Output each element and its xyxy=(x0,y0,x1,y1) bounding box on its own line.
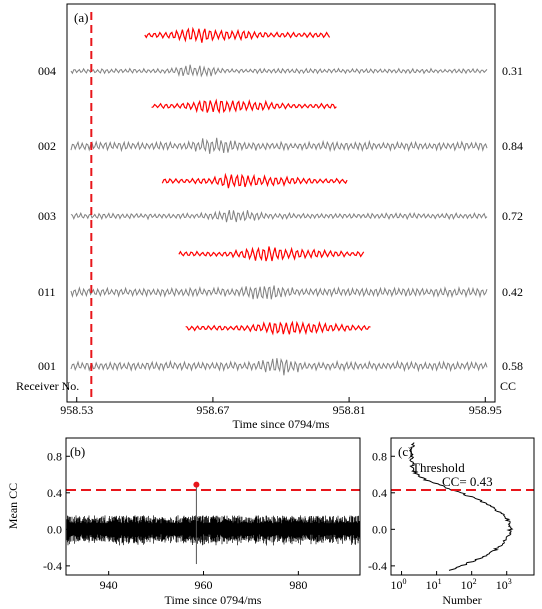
record-waveform xyxy=(70,357,488,376)
x-tick-label: 958.67 xyxy=(196,403,229,417)
y-tick-label: 0.8 xyxy=(47,449,62,463)
y-tick-label: 0.4 xyxy=(47,486,62,500)
receiver-label: 011 xyxy=(38,285,56,299)
receiver-label: 004 xyxy=(38,64,56,78)
x-axis-label: Time since 0794/ms xyxy=(233,417,330,431)
y-tick-label: 0.0 xyxy=(372,522,387,536)
y-tick-label: 0.4 xyxy=(372,486,387,500)
panel-b-label: (b) xyxy=(70,444,85,459)
panel-c-frame xyxy=(390,437,535,576)
template-waveform xyxy=(151,98,337,114)
x-tick-label: 958.95 xyxy=(469,403,502,417)
peak-marker xyxy=(193,481,200,488)
receiver-label: 002 xyxy=(38,139,56,153)
threshold-label: Threshold xyxy=(412,460,465,475)
x-tick-label: 101 xyxy=(426,577,442,592)
template-waveform xyxy=(185,320,371,336)
x-tick-label: 960 xyxy=(195,578,213,592)
x-tick-label: 103 xyxy=(496,577,512,592)
panel-b: (b) 940 960 980 -0.4 0.0 0.4 0.8 Time since 0… xyxy=(6,437,361,607)
cc-value: 0.84 xyxy=(502,139,523,153)
x-tick-label: 958.81 xyxy=(333,403,366,417)
cc-header: CC xyxy=(500,379,516,393)
panel-b-frame xyxy=(65,437,361,576)
template-waveforms xyxy=(144,26,371,336)
panel-c-label: (c) xyxy=(398,444,412,459)
receiver-label: 001 xyxy=(38,359,56,373)
panel-a-frame xyxy=(66,3,496,403)
receiver-label: 003 xyxy=(38,209,56,223)
x-tick-label: 100 xyxy=(391,577,407,592)
cc-labels: 0.31 0.84 0.72 0.42 0.58 xyxy=(502,64,523,373)
x-tick-label: 958.53 xyxy=(60,403,93,417)
y-ticks: -0.4 0.0 0.4 0.8 xyxy=(368,449,395,573)
cc-value: 0.31 xyxy=(502,64,523,78)
mean-cc-noise xyxy=(66,515,360,546)
x-tick-label: 940 xyxy=(100,578,118,592)
cc-value: 0.72 xyxy=(502,209,523,223)
template-waveform xyxy=(161,172,348,189)
x-ticks: 958.53 958.67 958.81 958.95 xyxy=(60,397,502,417)
panel-c: (c) Threshold CC= 0.43 100 101 102 103 -0.4… xyxy=(368,437,535,607)
panel-a-label: (a) xyxy=(74,10,88,25)
record-waveform xyxy=(70,64,488,78)
template-waveform xyxy=(144,26,331,43)
panel-a: (a) 004 002 003 011 001 0.31 0.84 0.72 0.42 0.58… xyxy=(16,3,523,431)
mean-cc-trace xyxy=(66,515,360,546)
record-waveform xyxy=(70,285,488,300)
y-tick-label: 0.8 xyxy=(372,449,387,463)
cc-value: 0.58 xyxy=(502,359,523,373)
receiver-header: Receiver No. xyxy=(16,379,79,393)
x-ticks: 100 101 102 103 xyxy=(391,571,512,592)
template-waveform xyxy=(178,246,365,262)
cc-value: 0.42 xyxy=(502,285,523,299)
y-ticks: -0.4 0.0 0.4 0.8 xyxy=(43,449,70,573)
y-tick-label: -0.4 xyxy=(43,559,62,573)
record-waveform xyxy=(70,137,488,154)
threshold-value-label: CC= 0.43 xyxy=(442,474,493,489)
x-axis-label: Number xyxy=(442,593,481,607)
x-axis-label: Time since 0794/ms xyxy=(165,593,262,607)
x-tick-label: 102 xyxy=(461,577,477,592)
record-waveform xyxy=(70,209,488,223)
histogram-curve xyxy=(409,442,514,571)
y-tick-label: -0.4 xyxy=(368,559,387,573)
receiver-labels: 004 002 003 011 001 xyxy=(38,64,56,373)
y-tick-label: 0.0 xyxy=(47,522,62,536)
x-ticks: 940 960 980 xyxy=(100,571,307,592)
x-tick-label: 980 xyxy=(289,578,307,592)
y-axis-label: Mean CC xyxy=(6,483,20,529)
record-waveforms xyxy=(70,64,488,376)
